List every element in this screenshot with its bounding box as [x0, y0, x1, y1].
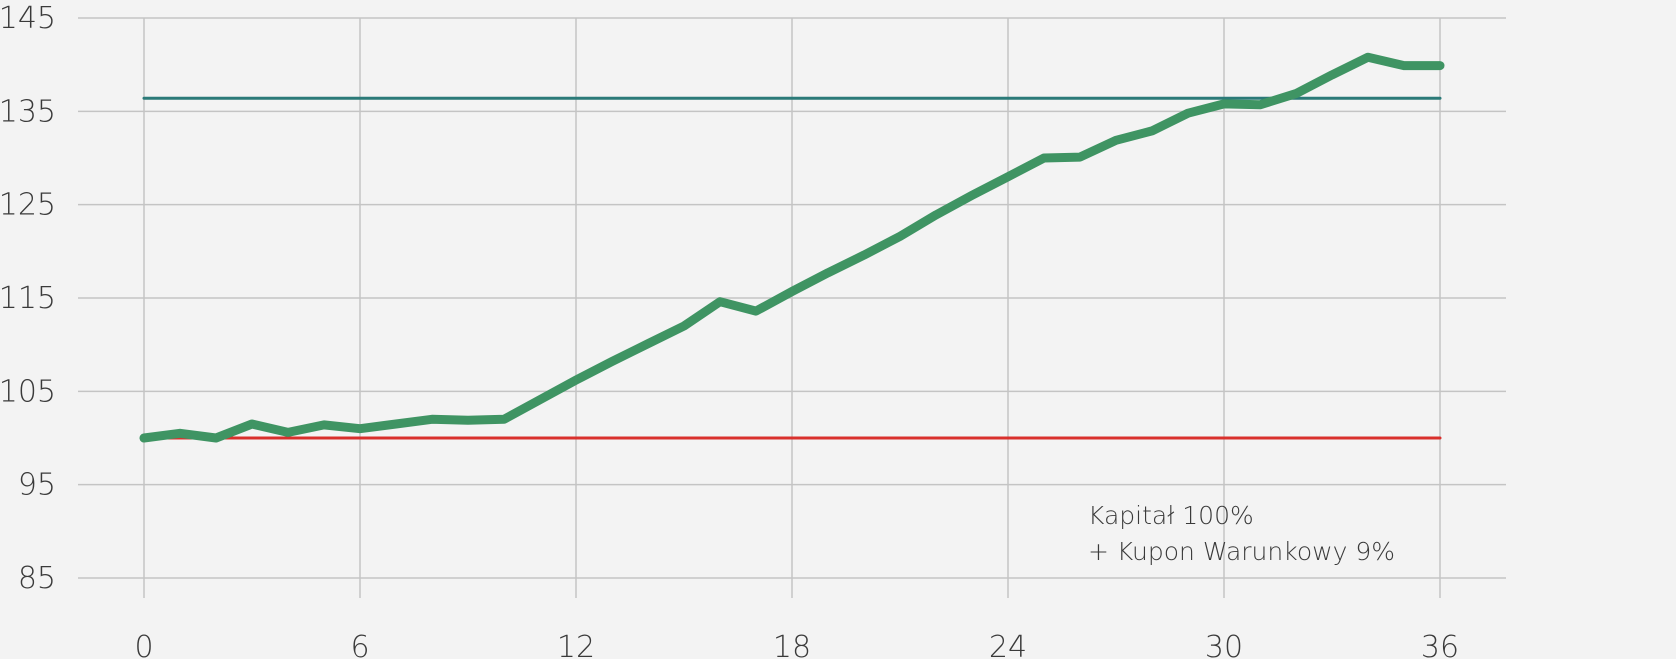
y-tick-label-145: 145 — [0, 1, 56, 36]
vertical-gridlines — [143, 18, 1441, 598]
y-tick-label-135: 135 — [0, 94, 56, 129]
x-tick-label-6: 6 — [350, 630, 369, 659]
y-tick-label-95: 95 — [18, 468, 56, 503]
series-line-main — [139, 52, 1445, 443]
x-tick-label-18: 18 — [773, 630, 811, 659]
x-axis-tick-labels: 0 6 12 18 24 30 36 — [134, 630, 1459, 659]
y-tick-label-125: 125 — [0, 188, 56, 223]
annotation-line-1: Kapitał 100% — [1088, 501, 1254, 530]
annotation-line-2: + Kupon Warunkowy 9% — [1088, 537, 1395, 566]
y-tick-label-105: 105 — [0, 374, 56, 409]
y-axis-tick-labels: 85 95 105 115 125 135 145 — [0, 1, 56, 596]
x-tick-label-30: 30 — [1205, 630, 1243, 659]
x-tick-label-12: 12 — [557, 630, 595, 659]
series-layer — [139, 52, 1445, 443]
x-tick-label-24: 24 — [989, 630, 1027, 659]
x-tick-label-36: 36 — [1421, 630, 1459, 659]
y-tick-label-115: 115 — [0, 281, 56, 316]
x-tick-label-0: 0 — [134, 630, 153, 659]
y-tick-label-85: 85 — [18, 561, 56, 596]
chart-annotation: Kapitał 100% + Kupon Warunkowy 9% — [1088, 501, 1395, 566]
